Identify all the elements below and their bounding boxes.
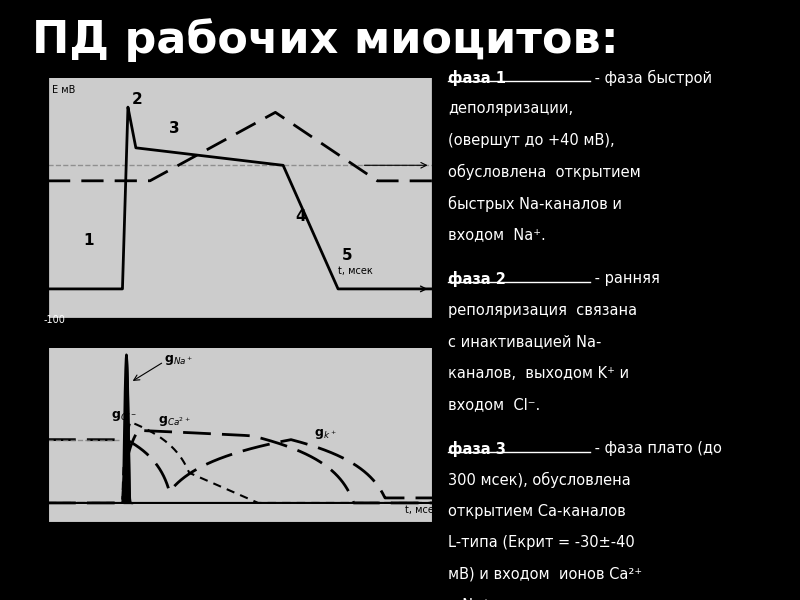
Text: -100: -100 [44, 315, 66, 325]
Text: 5: 5 [342, 248, 353, 263]
Text: - ранняя: - ранняя [590, 271, 660, 286]
Text: 3: 3 [170, 121, 180, 136]
Text: входом  Na⁺.: входом Na⁺. [448, 227, 546, 242]
Text: $\mathbf{g}_{k^+}$: $\mathbf{g}_{k^+}$ [314, 427, 337, 441]
Text: t, мсек: t, мсек [405, 505, 439, 515]
Text: с инактивацией Na-: с инактивацией Na- [448, 334, 602, 349]
Text: деполяризации,: деполяризации, [448, 101, 573, 116]
Text: 2: 2 [132, 92, 142, 107]
Text: быстрых Na-каналов и: быстрых Na-каналов и [448, 196, 622, 212]
Text: реполяризация  связана: реполяризация связана [448, 302, 637, 317]
Text: - фаза плато (до: - фаза плато (до [590, 441, 722, 456]
Text: E мВ: E мВ [52, 85, 75, 95]
Text: обусловлена  открытием: обусловлена открытием [448, 164, 641, 181]
Text: мВ) и входом  ионов Ca²⁺: мВ) и входом ионов Ca²⁺ [448, 567, 642, 582]
Text: открытием Ca-каналов: открытием Ca-каналов [448, 504, 626, 519]
Text: t, мсек: t, мсек [338, 266, 373, 277]
Text: фаза 3: фаза 3 [448, 441, 506, 457]
Text: - фаза быстрой: - фаза быстрой [590, 70, 712, 86]
Text: с
о
к
р
а
щ
е
н
и
е: с о к р а щ е н и е [482, 146, 489, 249]
Text: L-типа (Eкрит = -30±-40: L-типа (Eкрит = -30±-40 [448, 535, 634, 550]
Text: фаза 1: фаза 1 [448, 70, 506, 86]
Text: (овершут до +40 мВ),: (овершут до +40 мВ), [448, 133, 614, 148]
Text: и Na⁺.: и Na⁺. [448, 598, 494, 600]
Text: $\mathbf{g}_{Na^+}$: $\mathbf{g}_{Na^+}$ [164, 353, 193, 367]
Text: входом  Cl⁻.: входом Cl⁻. [448, 397, 540, 412]
Text: ПД рабочих миоцитов:: ПД рабочих миоцитов: [32, 18, 618, 62]
Text: $\mathbf{g}_{Ca^{2+}}$: $\mathbf{g}_{Ca^{2+}}$ [158, 415, 190, 428]
Text: фаза 2: фаза 2 [448, 271, 506, 287]
Text: 1: 1 [83, 233, 94, 248]
Text: 300 мсек), обусловлена: 300 мсек), обусловлена [448, 472, 630, 488]
Text: $\mathbf{g}_{Cl^-}$: $\mathbf{g}_{Cl^-}$ [110, 409, 137, 423]
Text: каналов,  выходом K⁺ и: каналов, выходом K⁺ и [448, 365, 629, 380]
Text: 4: 4 [295, 209, 306, 224]
